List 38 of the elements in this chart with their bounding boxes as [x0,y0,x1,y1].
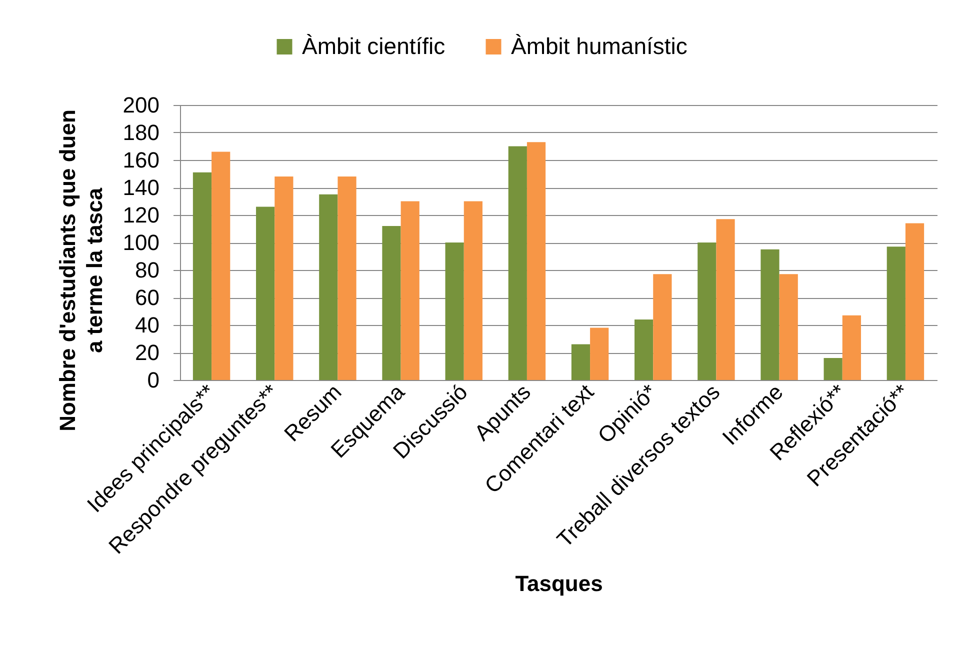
bar [445,242,464,380]
y-tick-label: 200 [122,92,160,118]
legend-label: Àmbit humanístic [511,32,688,59]
y-tick-label: 40 [135,312,160,338]
y-tick-label: 80 [135,258,160,282]
bar [760,249,780,380]
bar [698,242,716,380]
bar [590,328,609,380]
bar [716,219,735,380]
bar [400,201,420,380]
y-tick-label: 60 [135,285,160,310]
y-tick-label: 180 [122,120,160,145]
bar [842,315,861,380]
bar [779,274,798,380]
bar [571,344,590,380]
bar [319,194,338,380]
bar [192,172,212,380]
bar [886,246,906,380]
x-axis-title: Tasques [515,571,603,596]
bar [653,274,672,380]
bar [905,223,924,380]
y-tick-label: 100 [122,230,160,255]
y-tick-label: 140 [122,175,160,200]
bar [256,206,275,380]
y-tick-label: 160 [122,148,160,172]
legend-label: Àmbit científic [302,32,446,59]
bar [464,201,482,380]
bar [526,142,546,380]
y-axis-title: Nombre d'estudiants que duen a terme la tasca [54,110,107,432]
bar [338,176,356,380]
bar [382,226,401,380]
y-tick-label: 120 [122,202,160,228]
bar [274,176,294,380]
bar [634,320,654,380]
bar [212,152,230,380]
bar [508,146,527,380]
bar [824,358,842,380]
y-tick-label: 20 [135,340,160,365]
